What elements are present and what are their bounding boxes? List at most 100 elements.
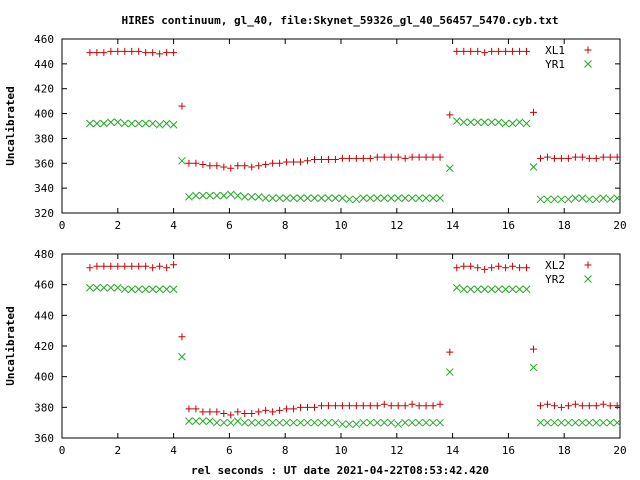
data-point-yr2	[613, 418, 622, 427]
data-point-yr1	[247, 192, 256, 201]
data-point-xl1	[429, 153, 437, 161]
data-point-xl2	[592, 402, 600, 410]
data-point-xl2	[543, 400, 551, 408]
data-point-yr2	[282, 418, 291, 427]
data-point-yr1	[366, 194, 375, 202]
data-point-xl1	[297, 158, 305, 166]
data-point-xl2	[394, 402, 402, 410]
data-point-yr2	[120, 285, 129, 294]
data-point-yr1	[452, 117, 461, 125]
data-point-yr2	[155, 285, 164, 294]
data-point-yr2	[494, 285, 503, 294]
data-point-yr2	[429, 418, 437, 427]
y-axis-label: Uncalibrated	[4, 306, 17, 385]
data-point-yr2	[148, 285, 157, 294]
data-point-xl2	[613, 402, 621, 410]
plot-frame	[61, 38, 621, 214]
data-point-xl2	[516, 264, 524, 272]
data-point-yr2	[127, 285, 136, 294]
data-point-yr1	[141, 119, 150, 128]
data-point-xl2	[352, 402, 360, 410]
data-point-yr2	[571, 418, 580, 427]
data-point-yr1	[459, 118, 468, 127]
data-point-xl2	[345, 402, 353, 410]
legend-label-xl2: XL2	[545, 259, 565, 272]
x-tick-label: 2	[114, 219, 121, 232]
data-point-xl1	[248, 163, 256, 171]
data-point-xl1	[422, 153, 430, 161]
data-point-yr2	[480, 285, 489, 294]
data-point-yr1	[324, 194, 333, 202]
data-point-xl2	[536, 402, 544, 410]
data-point-yr1	[99, 119, 108, 128]
data-point-xl1	[100, 49, 108, 57]
data-point-yr2	[585, 418, 594, 427]
data-point-yr1	[394, 194, 403, 202]
data-point-xl1	[467, 47, 475, 55]
data-point-xl2	[276, 406, 284, 414]
y-tick-label: 400	[34, 371, 54, 384]
data-point-xl1	[523, 47, 531, 55]
data-point-yr1	[359, 194, 368, 202]
data-point-xl2	[571, 400, 579, 408]
data-point-xl1	[613, 153, 621, 161]
x-tick-label: 20	[613, 444, 626, 457]
data-point-yr2	[345, 420, 354, 429]
data-point-xl1	[453, 47, 461, 55]
data-point-xl2	[142, 262, 150, 270]
data-point-yr2	[219, 418, 228, 427]
data-point-xl1	[380, 153, 388, 161]
data-point-xl1	[234, 162, 242, 170]
data-point-xl1	[170, 49, 178, 57]
data-point-yr2	[557, 418, 566, 427]
data-point-yr2	[550, 418, 559, 427]
data-point-xl2	[401, 402, 409, 410]
data-point-yr2	[394, 420, 403, 429]
data-point-xl2	[415, 402, 423, 410]
data-point-xl1	[373, 153, 381, 161]
data-point-yr2	[508, 285, 517, 294]
data-point-xl2	[373, 402, 381, 410]
data-point-yr1	[473, 118, 482, 127]
data-point-yr1	[261, 194, 270, 202]
data-point-yr2	[233, 417, 242, 425]
data-point-yr1	[401, 194, 410, 202]
data-point-yr1	[212, 191, 221, 200]
data-point-xl1	[324, 156, 332, 164]
data-point-yr1	[106, 118, 115, 127]
data-point-xl1	[401, 154, 409, 162]
data-point-xl2	[550, 402, 558, 410]
data-point-yr2	[317, 418, 326, 427]
y-tick-label: 380	[34, 132, 54, 145]
data-point-xl2	[86, 264, 94, 272]
data-point-xl1	[227, 164, 235, 172]
legend-marker-yr1	[584, 60, 592, 68]
data-point-xl2	[114, 262, 122, 270]
y-tick-label: 440	[34, 309, 54, 322]
data-point-xl1	[149, 49, 157, 57]
data-point-yr2	[452, 283, 461, 292]
data-point-xl2	[121, 262, 129, 270]
data-point-yr1	[436, 194, 444, 202]
data-point-xl2	[163, 264, 171, 272]
data-point-xl2	[422, 402, 430, 410]
data-point-xl1	[290, 158, 298, 166]
data-point-xl2	[283, 405, 291, 413]
data-point-xl1	[394, 153, 402, 161]
data-point-yr2	[185, 417, 193, 425]
data-point-yr1	[529, 163, 538, 171]
data-point-xl1	[86, 49, 94, 57]
x-tick-label: 16	[502, 444, 515, 457]
x-tick-label: 6	[226, 444, 233, 457]
y-tick-label: 360	[34, 157, 54, 170]
data-point-yr2	[401, 418, 410, 427]
data-point-xl2	[359, 402, 367, 410]
data-point-yr2	[275, 418, 284, 427]
x-tick-label: 20	[613, 219, 626, 232]
x-tick-label: 8	[282, 444, 289, 457]
data-point-xl2	[227, 411, 235, 419]
legend-label-yr1: YR1	[545, 58, 565, 71]
data-point-yr1	[192, 191, 200, 200]
data-point-xl1	[557, 154, 565, 162]
data-point-yr1	[599, 194, 608, 202]
